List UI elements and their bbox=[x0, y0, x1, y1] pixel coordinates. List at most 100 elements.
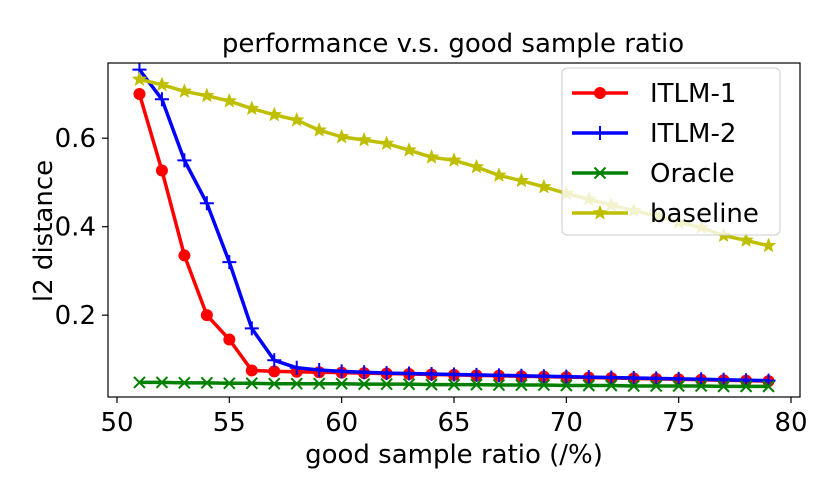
data-point-ITLM-1-51 bbox=[133, 87, 146, 100]
legend-marker-Oracle bbox=[593, 166, 607, 180]
data-point-ITLM-1-57 bbox=[268, 365, 281, 378]
data-point-ITLM-2-68 bbox=[514, 368, 529, 383]
data-point-Oracle-51 bbox=[133, 376, 146, 389]
data-point-baseline-64 bbox=[423, 149, 440, 164]
data-point-Oracle-57 bbox=[268, 377, 281, 390]
data-point-baseline-58 bbox=[288, 111, 305, 127]
legend-marker-ITLM-2 bbox=[593, 126, 607, 140]
data-point-Oracle-59 bbox=[312, 377, 326, 390]
data-point-baseline-69 bbox=[536, 178, 552, 194]
legend-item-ITLM-2: ITLM-2 bbox=[572, 119, 736, 149]
x-axis-ticks: 50 55 60 65 70 75 80 bbox=[100, 397, 808, 438]
x-tick-label: 80 bbox=[774, 408, 807, 438]
data-point-ITLM-2-60 bbox=[334, 364, 349, 379]
data-point-baseline-66 bbox=[468, 158, 485, 174]
data-point-ITLM-2-59 bbox=[312, 363, 327, 378]
x-tick-label: 75 bbox=[662, 408, 695, 438]
series-Oracle bbox=[133, 376, 775, 393]
data-point-ITLM-1-52 bbox=[155, 164, 168, 177]
data-point-ITLM-2-70 bbox=[559, 369, 574, 384]
data-point-Oracle-55 bbox=[223, 377, 236, 390]
y-tick-label: 0.4 bbox=[55, 213, 96, 243]
data-point-ITLM-2-75 bbox=[671, 371, 686, 386]
data-point-Oracle-73 bbox=[627, 379, 640, 393]
data-point-ITLM-2-77 bbox=[716, 372, 731, 387]
data-point-ITLM-2-74 bbox=[649, 371, 664, 386]
data-point-ITLM-2-62 bbox=[379, 366, 394, 381]
data-point-Oracle-68 bbox=[515, 378, 528, 392]
data-point-baseline-51 bbox=[131, 71, 148, 87]
data-point-ITLM-2-66 bbox=[469, 367, 484, 382]
x-axis-label: good sample ratio (/%) bbox=[305, 440, 603, 470]
data-point-ITLM-2-58 bbox=[289, 360, 304, 375]
legend-label-ITLM-1: ITLM-1 bbox=[650, 79, 736, 109]
series-ITLM-2 bbox=[132, 62, 776, 388]
data-point-baseline-62 bbox=[378, 135, 395, 151]
legend-item-baseline: baseline bbox=[572, 199, 759, 229]
chart-title: performance v.s. good sample ratio bbox=[222, 29, 684, 59]
data-point-baseline-61 bbox=[356, 131, 372, 147]
y-tick-label: 0.6 bbox=[55, 124, 96, 154]
data-point-baseline-53 bbox=[176, 83, 193, 98]
data-point-ITLM-2-64 bbox=[424, 366, 439, 381]
legend-label-Oracle: Oracle bbox=[650, 159, 735, 189]
data-point-ITLM-2-71 bbox=[581, 370, 596, 385]
data-point-baseline-56 bbox=[243, 100, 260, 116]
data-point-Oracle-71 bbox=[582, 379, 596, 392]
data-point-Oracle-74 bbox=[650, 379, 663, 393]
data-point-ITLM-1-53 bbox=[178, 249, 191, 262]
data-point-ITLM-2-56 bbox=[244, 321, 259, 336]
data-point-Oracle-60 bbox=[335, 377, 348, 390]
data-point-baseline-57 bbox=[266, 106, 283, 122]
legend-label-baseline: baseline bbox=[650, 199, 759, 229]
data-point-Oracle-66 bbox=[470, 378, 483, 391]
data-point-baseline-63 bbox=[401, 141, 417, 157]
y-axis-ticks: 0.2 0.4 0.6 bbox=[55, 124, 108, 331]
data-point-ITLM-2-54 bbox=[199, 196, 214, 211]
data-point-baseline-55 bbox=[221, 92, 238, 108]
x-tick-label: 60 bbox=[325, 408, 358, 438]
data-point-ITLM-2-73 bbox=[626, 370, 641, 385]
data-point-baseline-79 bbox=[760, 237, 777, 253]
legend: ITLM-1 ITLM-2 Oracle baseline bbox=[561, 67, 781, 236]
data-point-Oracle-58 bbox=[290, 377, 303, 390]
data-point-Oracle-69 bbox=[537, 378, 551, 392]
data-point-ITLM-2-53 bbox=[177, 153, 192, 168]
data-point-ITLM-2-69 bbox=[536, 369, 551, 384]
data-point-Oracle-78 bbox=[739, 380, 753, 393]
data-point-Oracle-70 bbox=[560, 379, 573, 392]
legend-marker-baseline bbox=[592, 204, 608, 220]
x-tick-label: 65 bbox=[437, 408, 470, 438]
data-point-Oracle-54 bbox=[200, 376, 214, 390]
data-point-baseline-52 bbox=[154, 76, 170, 92]
y-axis-label: l2 distance bbox=[29, 160, 59, 302]
legend-frame bbox=[561, 67, 781, 236]
data-point-baseline-60 bbox=[333, 128, 350, 144]
y-tick-label: 0.2 bbox=[55, 301, 96, 331]
x-tick-label: 55 bbox=[213, 408, 246, 438]
data-point-baseline-78 bbox=[738, 232, 754, 248]
data-point-Oracle-75 bbox=[672, 379, 685, 393]
data-point-baseline-67 bbox=[491, 167, 507, 182]
data-point-baseline-54 bbox=[199, 87, 215, 103]
data-point-ITLM-2-57 bbox=[267, 353, 282, 368]
data-point-Oracle-72 bbox=[605, 379, 618, 392]
data-point-Oracle-56 bbox=[245, 377, 258, 390]
data-point-baseline-59 bbox=[311, 122, 327, 137]
data-point-Oracle-62 bbox=[380, 377, 393, 391]
data-point-ITLM-2-61 bbox=[357, 365, 372, 380]
data-point-Oracle-64 bbox=[425, 378, 438, 391]
data-point-Oracle-79 bbox=[762, 380, 775, 393]
data-point-Oracle-61 bbox=[357, 377, 371, 391]
data-point-ITLM-2-63 bbox=[402, 366, 417, 381]
data-point-ITLM-2-55 bbox=[222, 255, 237, 270]
data-point-ITLM-2-52 bbox=[154, 92, 169, 107]
data-point-Oracle-67 bbox=[492, 378, 506, 392]
data-point-ITLM-2-67 bbox=[491, 368, 506, 383]
data-point-ITLM-2-76 bbox=[694, 372, 709, 387]
x-tick-label: 70 bbox=[550, 408, 583, 438]
data-point-Oracle-53 bbox=[178, 376, 191, 390]
data-point-Oracle-77 bbox=[717, 380, 730, 393]
data-point-ITLM-1-55 bbox=[223, 333, 236, 346]
